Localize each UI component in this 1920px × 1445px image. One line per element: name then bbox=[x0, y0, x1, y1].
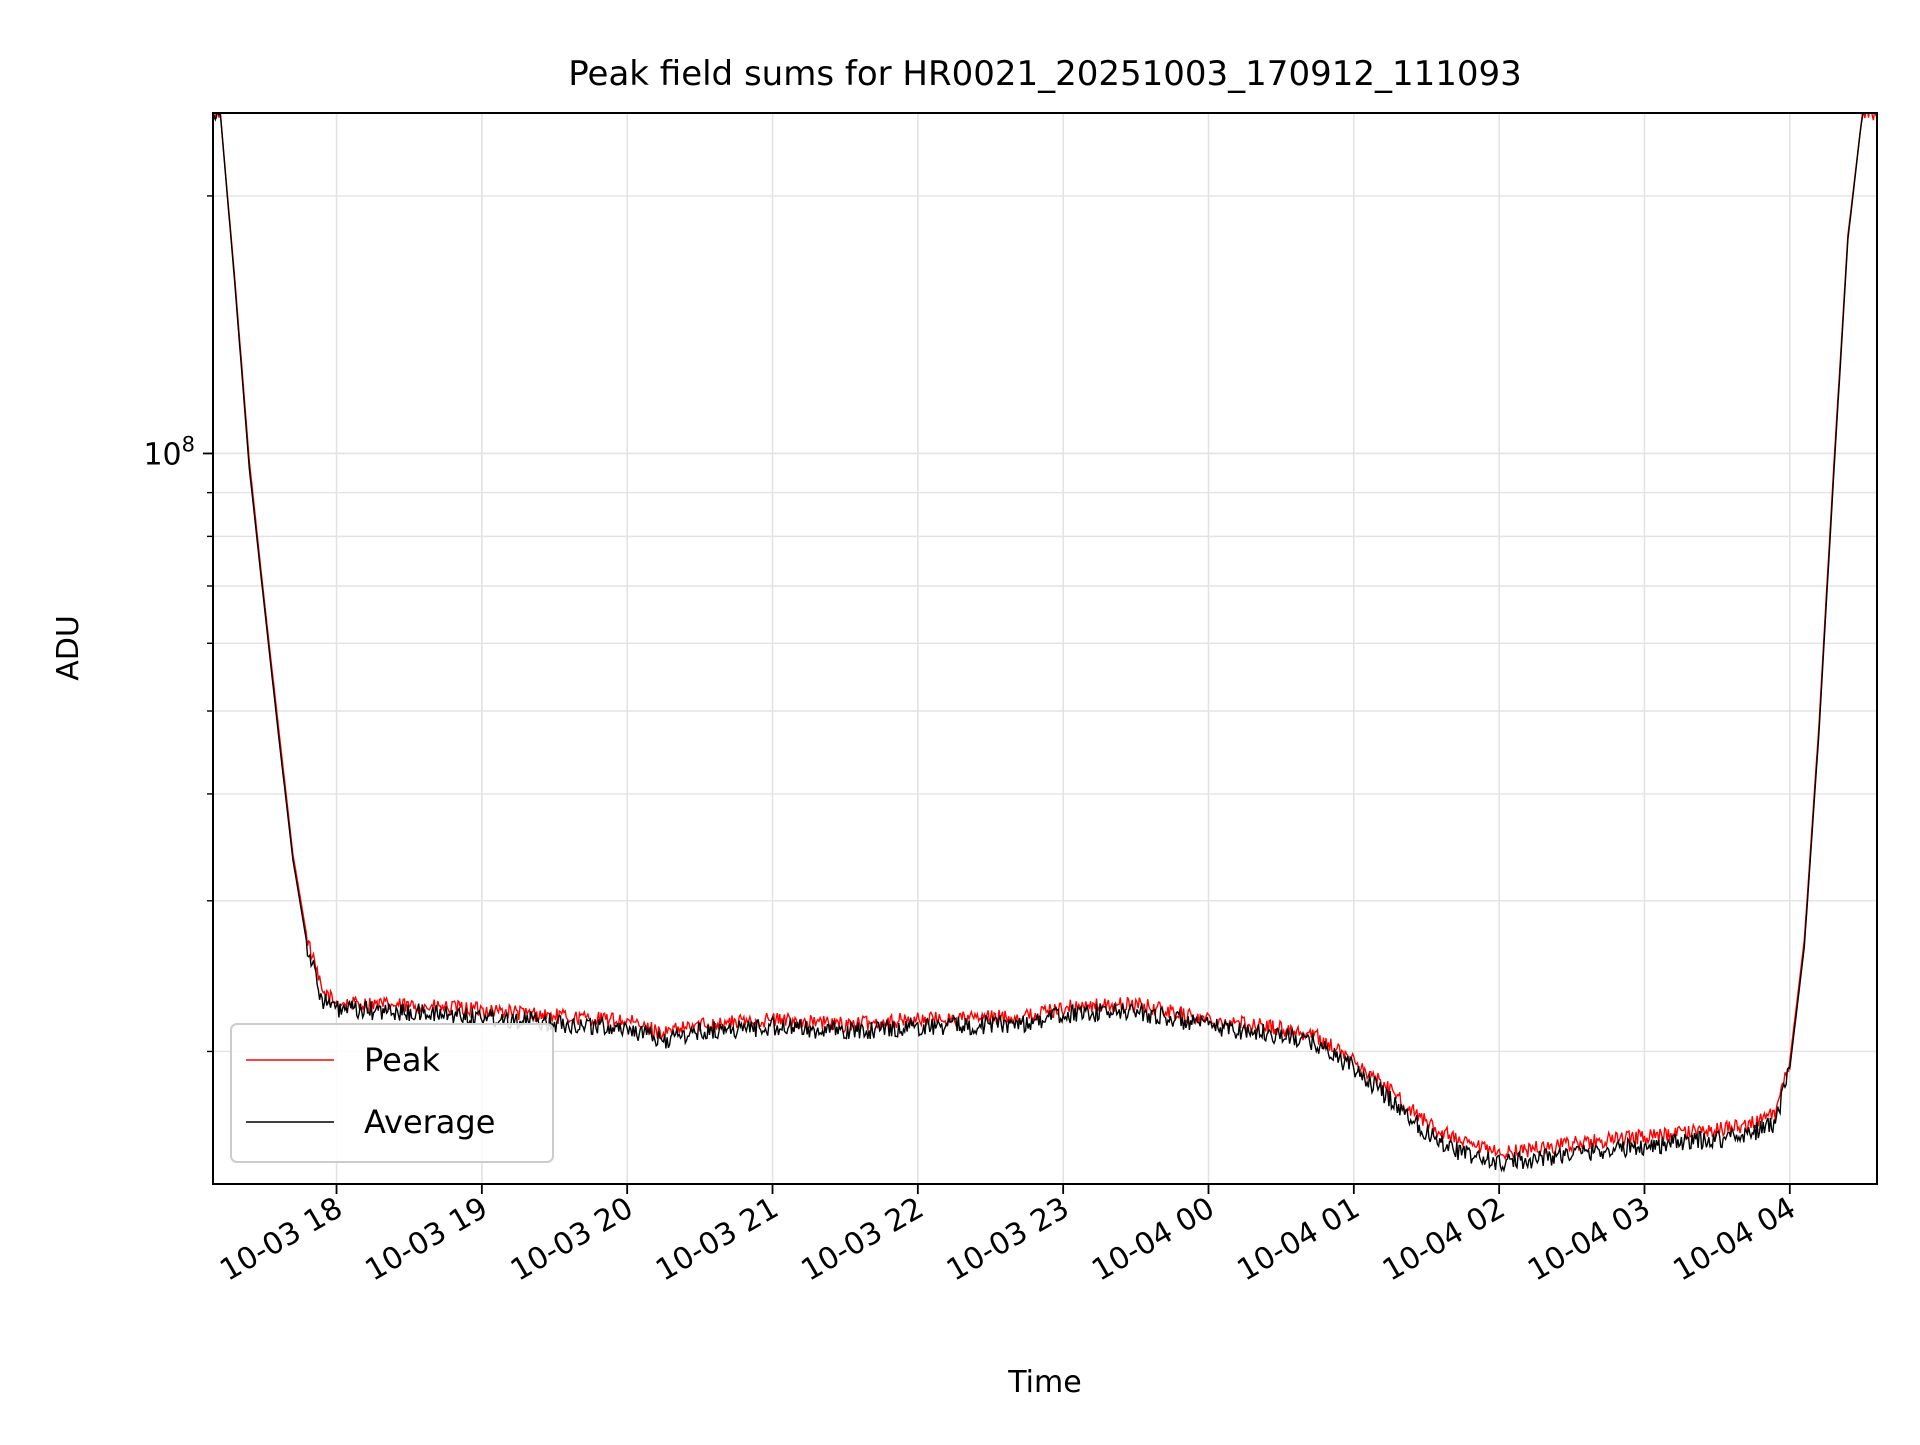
plot-frame bbox=[212, 112, 1878, 1185]
legend-box bbox=[230, 1023, 554, 1163]
y-tick-label-base: 10 bbox=[143, 437, 181, 472]
x-axis-label: Time bbox=[1007, 1365, 1081, 1400]
y-tick-label-exponent: 8 bbox=[182, 432, 195, 456]
series-line-average bbox=[213, 113, 1877, 1173]
y-tick-label: 108 bbox=[143, 432, 195, 472]
grid bbox=[213, 113, 1877, 1184]
chart-title: Peak field sums for HR0021_20251003_1709… bbox=[568, 54, 1522, 94]
legend-label-average: Average bbox=[364, 1103, 495, 1141]
legend-label-peak: Peak bbox=[364, 1041, 440, 1079]
legend: Peak Average bbox=[230, 1023, 554, 1163]
y-axis-label: ADU bbox=[51, 615, 86, 681]
plot-series bbox=[213, 113, 1877, 1173]
